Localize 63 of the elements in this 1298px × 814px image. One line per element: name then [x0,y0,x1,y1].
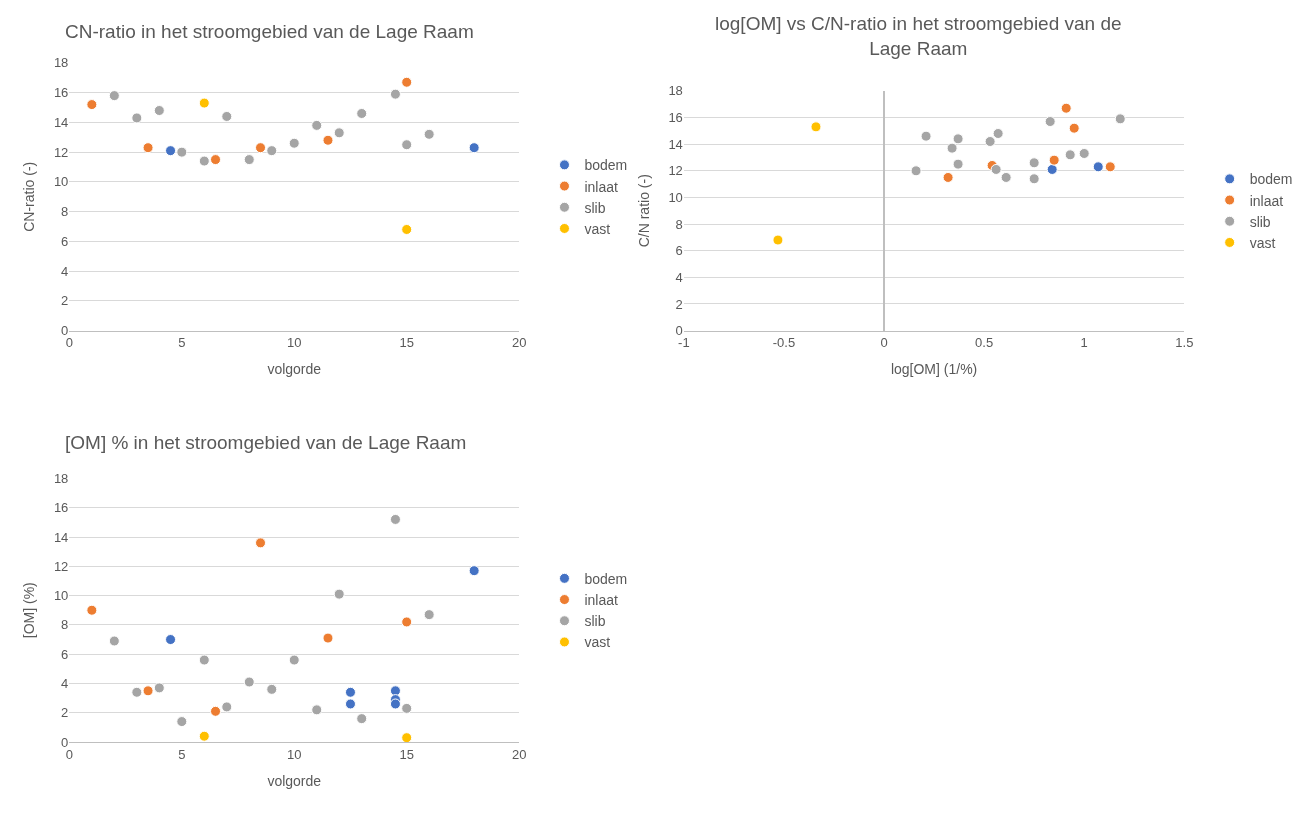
legend-label: bodem [584,570,628,587]
x-tick-label: 0 [880,335,888,351]
legend-label: bodem [1249,171,1293,188]
x-tick-label: 10 [287,335,302,351]
y-axis-title: C/N ratio (-) [635,174,652,248]
y-tick-label: 16 [53,500,69,516]
y-tick-label: 16 [668,110,683,126]
y-tick-label: 10 [53,174,69,190]
legend-label: slib [584,199,606,216]
y-tick-label: 0 [61,323,69,339]
legend-label: vast [1249,234,1276,251]
y-tick-label: 12 [668,163,683,179]
legend-label: vast [584,220,611,237]
legend-label: inlaat [584,592,619,609]
legend-label: slib [584,613,606,630]
y-axis-title: [OM] (%) [21,582,38,639]
x-tick-label: 10 [287,746,302,762]
y-tick-label: 14 [53,114,69,130]
y-tick-label: 0 [61,734,69,750]
y-tick-label: 14 [53,529,69,545]
y-tick-label: 18 [53,470,69,486]
x-tick-label: 0.5 [975,335,994,351]
chart-title: log[OM] vs C/N-ratio in het stroomgebied van de Lage Raam [715,13,1122,59]
y-tick-label: 4 [61,676,69,692]
y-tick-label: 12 [53,144,69,160]
x-tick-label: -0.5 [772,335,796,351]
y-tick-label: 6 [675,243,683,259]
x-tick-label: 1.5 [1175,335,1194,351]
chart-title: CN-ratio in het stroomgebied van de Lage Raam [65,21,474,42]
y-tick-label: 4 [675,269,683,285]
x-tick-label: 15 [399,335,414,351]
legend-label: bodem [584,157,628,174]
y-tick-label: 8 [675,216,683,232]
x-axis-title: volgorde [267,361,322,378]
y-tick-label: 14 [668,136,683,152]
legend-label: vast [584,634,611,651]
y-tick-label: 6 [61,233,69,249]
y-tick-label: 8 [61,617,69,633]
y-tick-label: 2 [61,705,69,721]
x-tick-label: 1 [1080,335,1088,351]
legend-label: inlaat [584,178,619,195]
y-axis-title: CN-ratio (-) [21,161,38,232]
y-tick-label: 2 [675,296,683,312]
x-tick-label: 15 [399,746,414,762]
y-tick-label: 18 [53,55,69,71]
y-tick-label: 4 [61,263,69,279]
y-tick-label: 6 [61,646,69,662]
y-tick-label: 10 [53,588,69,604]
y-tick-label: 16 [53,85,69,101]
x-tick-label: 20 [511,746,527,762]
y-tick-label: 12 [53,558,69,574]
x-tick-label: 5 [178,335,186,351]
x-tick-label: 5 [178,746,186,762]
x-axis-title: volgorde [267,772,322,789]
y-tick-label: 8 [61,204,69,220]
y-tick-label: 2 [61,293,69,309]
chart-title: [OM] % in het stroomgebied van de Lage Raam [65,432,467,453]
legend-label: inlaat [1249,192,1284,209]
x-axis-title: log[OM] (1/%) [890,361,978,378]
y-tick-label: 10 [668,189,683,205]
x-tick-label: 20 [511,335,527,351]
legend-label: slib [1249,213,1271,230]
y-tick-label: 18 [668,83,683,99]
